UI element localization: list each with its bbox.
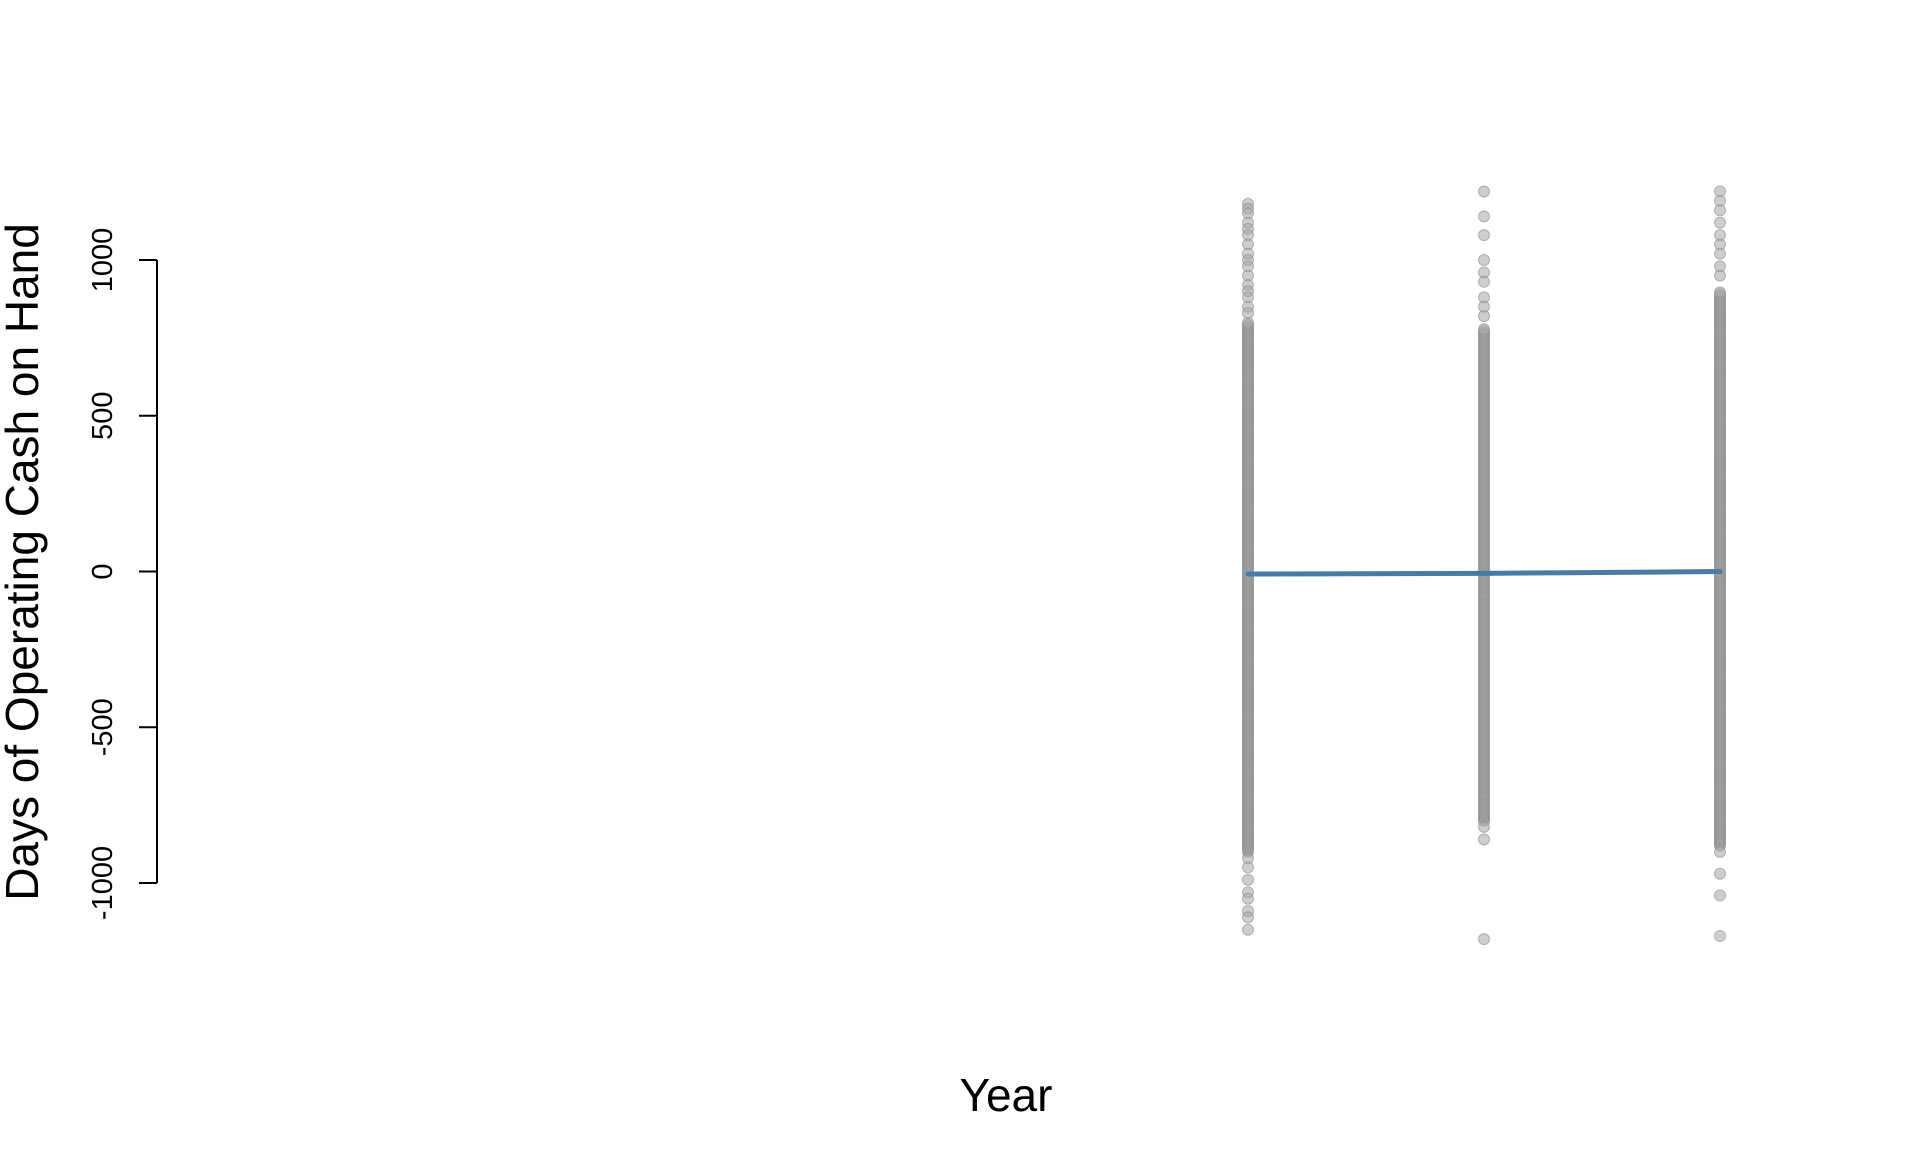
scatter-point: [1478, 310, 1490, 323]
scatter-point: [1242, 316, 1254, 329]
scatter-point: [1478, 323, 1490, 336]
y-tick-label: -500: [87, 698, 119, 756]
scatter-point: [1242, 873, 1254, 886]
x-axis-label: Year: [960, 1069, 1053, 1121]
y-tick-label: 0: [87, 563, 119, 579]
scatter-point: [1714, 930, 1726, 942]
scatter-point: [1714, 286, 1726, 299]
scatter-point: [1714, 247, 1726, 260]
y-axis-label: Days of Operating Cash on Hand: [0, 223, 48, 901]
scatter-point: [1478, 210, 1490, 223]
scatter-point: [1242, 923, 1254, 936]
scatter-point: [1242, 911, 1254, 924]
scatter-point: [1242, 861, 1254, 874]
scatter-point: [1478, 275, 1490, 288]
scatter-point: [1714, 867, 1726, 880]
trend-line: [1245, 569, 1723, 577]
scatter-point: [1242, 892, 1254, 905]
scatter-point: [1478, 185, 1490, 198]
scatter-point: [1478, 229, 1490, 242]
y-tick-label: 1000: [87, 228, 119, 293]
y-axis: -1000 -500 0 500 1000: [87, 228, 158, 920]
scatter-point: [1478, 833, 1490, 846]
scatter-points: [1242, 185, 1726, 946]
scatter-point: [1714, 269, 1726, 282]
scatter-point: [1478, 820, 1490, 833]
scatter-point: [1478, 254, 1490, 266]
scatter-point: [1714, 845, 1726, 858]
scatter-point: [1242, 307, 1254, 319]
scatter-point: [1478, 933, 1490, 946]
scatter-point: [1714, 216, 1726, 229]
y-tick-label: -1000: [87, 846, 119, 920]
trend-line-layer: [1245, 569, 1723, 577]
scatter-point: [1714, 204, 1726, 217]
scatter-point: [1714, 889, 1726, 902]
y-tick-label: 500: [87, 392, 119, 440]
